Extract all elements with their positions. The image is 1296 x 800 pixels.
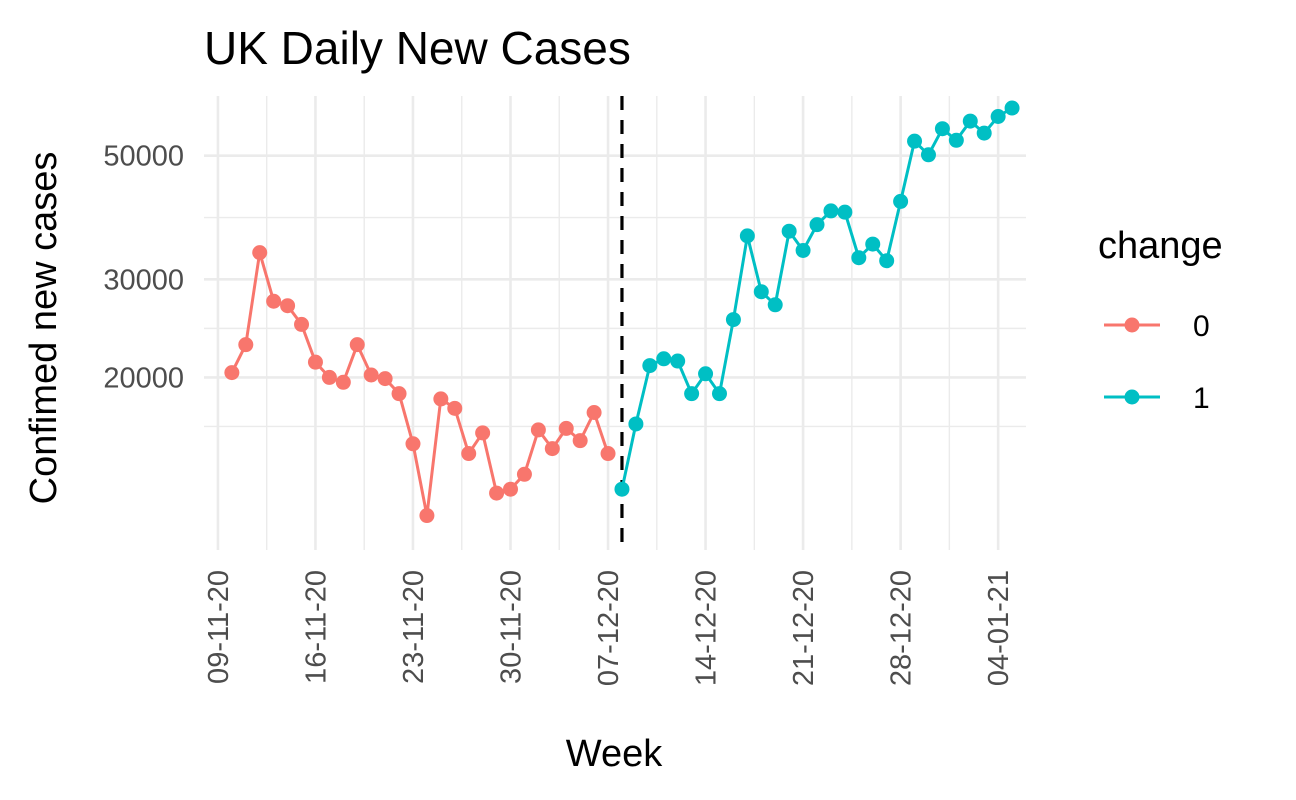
data-point	[934, 121, 950, 137]
data-point	[335, 374, 351, 390]
data-point	[321, 369, 337, 385]
x-tick-label: 16-11-20	[300, 570, 332, 684]
data-point	[252, 245, 268, 261]
data-point	[391, 386, 407, 402]
legend: change 0 1	[1098, 225, 1223, 415]
data-point	[489, 485, 505, 501]
data-point	[753, 284, 769, 300]
series-line	[230, 251, 610, 517]
data-point	[586, 404, 602, 420]
data-point	[739, 228, 755, 244]
data-point	[948, 132, 964, 148]
data-point	[781, 223, 797, 239]
x-tick-label: 28-12-20	[886, 570, 918, 686]
data-point	[544, 441, 560, 457]
y-tick-label: 20000	[103, 362, 184, 394]
x-tick-label: 23-11-20	[398, 570, 430, 684]
data-point	[1004, 100, 1020, 116]
grid	[204, 96, 1026, 550]
x-tick-label: 30-11-20	[496, 570, 528, 684]
series-line	[620, 106, 1013, 490]
x-axis-ticks: 09-11-20 16-11-20 23-11-20 30-11-20 07-12-20…	[203, 570, 1015, 686]
data-point	[684, 386, 700, 402]
data-point	[642, 358, 658, 374]
data-point	[516, 466, 532, 482]
data-point	[767, 297, 783, 313]
y-tick-label: 50000	[103, 141, 184, 173]
series-0	[224, 245, 616, 524]
data-point	[656, 351, 672, 367]
data-point	[809, 217, 825, 233]
data-point	[572, 433, 588, 449]
data-point	[433, 391, 449, 407]
data-point	[224, 365, 240, 381]
data-point	[294, 316, 310, 332]
series-layer	[224, 100, 1020, 524]
legend-key-point	[1124, 317, 1140, 333]
data-point	[920, 147, 936, 163]
x-tick-label: 14-12-20	[691, 570, 723, 686]
legend-key-point	[1124, 389, 1140, 405]
x-tick-label: 21-12-20	[788, 570, 820, 686]
data-point	[962, 113, 978, 129]
y-tick-label: 30000	[103, 264, 184, 296]
data-point	[475, 425, 491, 441]
data-point	[363, 367, 379, 383]
data-point	[349, 337, 365, 353]
x-tick-label: 09-11-20	[203, 570, 235, 684]
legend-item-0: 0	[1104, 310, 1210, 343]
y-axis-title: Confimed new cases	[23, 152, 65, 505]
x-tick-label: 04-01-21	[983, 570, 1015, 686]
data-point	[628, 416, 644, 432]
data-point	[725, 312, 741, 328]
data-point	[238, 337, 254, 353]
data-point	[795, 242, 811, 258]
data-point	[837, 204, 853, 220]
data-point	[461, 446, 477, 462]
series-1	[614, 100, 1020, 497]
legend-title: change	[1098, 225, 1223, 267]
data-point	[405, 436, 421, 452]
legend-item-1: 1	[1104, 382, 1210, 415]
data-point	[879, 253, 895, 269]
legend-label: 1	[1193, 382, 1210, 415]
data-point	[280, 298, 296, 314]
legend-label: 0	[1193, 310, 1210, 343]
data-point	[698, 366, 714, 382]
data-point	[558, 420, 574, 436]
y-axis-ticks: 20000 30000 50000	[103, 141, 184, 395]
data-point	[823, 203, 839, 219]
data-point	[670, 353, 686, 369]
data-point	[865, 236, 881, 252]
data-point	[266, 293, 282, 309]
data-point	[503, 481, 519, 497]
x-tick-label: 07-12-20	[593, 570, 625, 686]
data-point	[893, 193, 909, 209]
data-point	[600, 446, 616, 462]
data-point	[447, 400, 463, 416]
x-axis-title: Week	[566, 733, 663, 775]
data-point	[307, 354, 323, 370]
data-point	[377, 371, 393, 387]
data-point	[990, 109, 1006, 125]
data-point	[419, 508, 435, 524]
chart-title: UK Daily New Cases	[204, 22, 631, 74]
data-point	[851, 250, 867, 266]
data-point	[614, 481, 630, 497]
data-point	[530, 422, 546, 438]
data-point	[976, 125, 992, 141]
data-point	[907, 133, 923, 149]
data-point	[711, 386, 727, 402]
